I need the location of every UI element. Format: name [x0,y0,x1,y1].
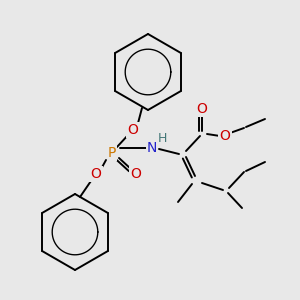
Text: P: P [108,146,116,160]
Text: H: H [157,131,167,145]
Text: O: O [91,167,101,181]
Text: O: O [128,123,138,137]
Text: O: O [130,167,141,181]
Text: N: N [147,141,157,155]
Text: O: O [196,102,207,116]
Text: O: O [220,129,230,143]
